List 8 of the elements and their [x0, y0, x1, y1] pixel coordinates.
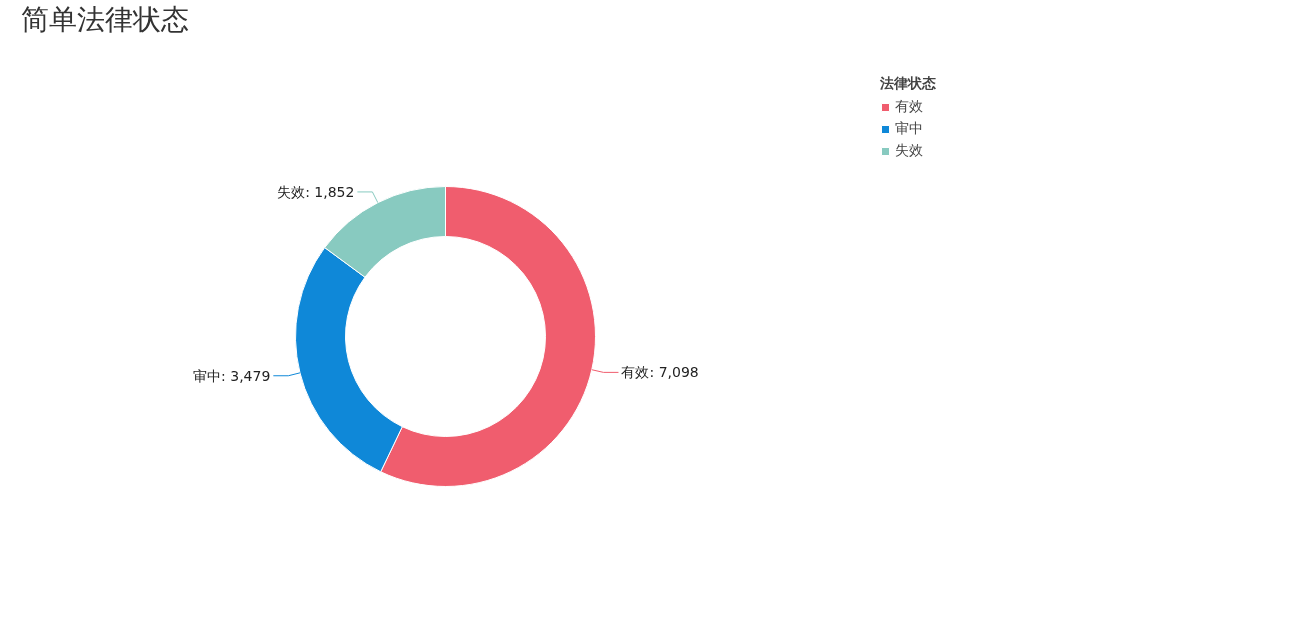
legend-label: 有效: [895, 98, 923, 116]
legend-label: 审中: [895, 120, 923, 138]
legend-title: 法律状态: [880, 75, 936, 93]
legend-label: 失效: [895, 142, 923, 160]
chart-title: 简单法律状态: [20, 2, 189, 36]
data-label: 审中: 3,479: [193, 367, 271, 384]
data-label: 失效: 1,852: [277, 183, 355, 200]
data-label: 有效: 7,098: [621, 364, 699, 381]
